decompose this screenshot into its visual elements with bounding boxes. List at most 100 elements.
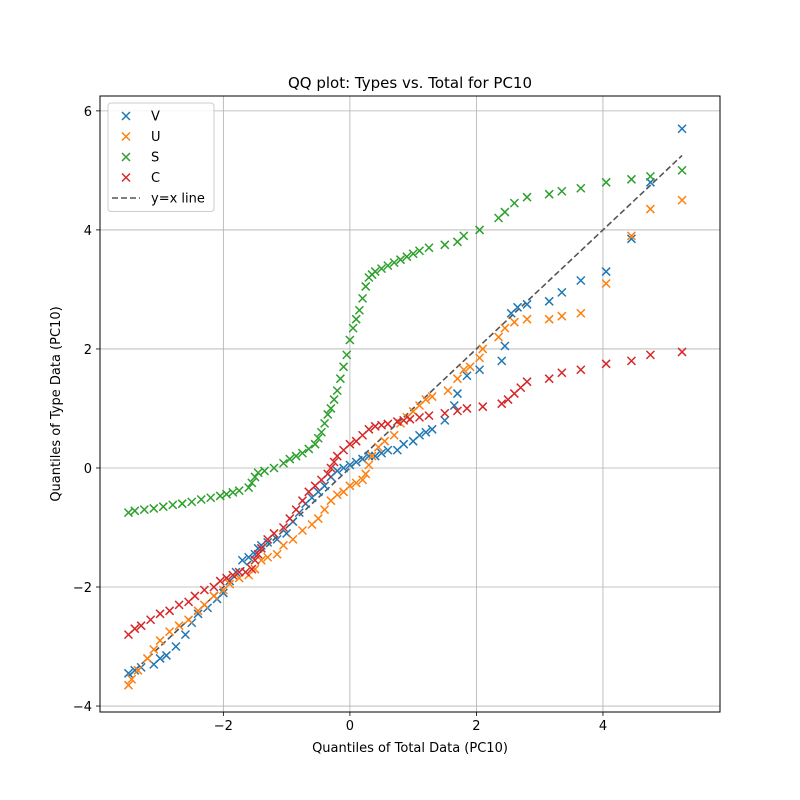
data-point-U bbox=[465, 362, 475, 372]
legend-box bbox=[107, 102, 215, 212]
data-point-C bbox=[544, 374, 554, 384]
data-point-S bbox=[222, 489, 232, 499]
data-point-V bbox=[123, 668, 133, 678]
data-point-V bbox=[497, 356, 507, 366]
data-point-S bbox=[323, 409, 333, 419]
data-point-S bbox=[269, 463, 279, 473]
legend-label-S: S bbox=[151, 151, 159, 166]
y-tick-label: −4 bbox=[73, 700, 92, 715]
data-point-S bbox=[259, 466, 270, 476]
y-tick-label: −2 bbox=[73, 581, 92, 596]
data-point-U bbox=[380, 436, 390, 446]
data-point-U bbox=[677, 195, 687, 205]
data-point-U bbox=[278, 540, 288, 550]
data-point-S bbox=[332, 386, 342, 396]
data-point-U bbox=[225, 579, 235, 589]
data-point-S bbox=[402, 252, 412, 262]
data-point-S bbox=[247, 478, 257, 488]
series-C bbox=[123, 347, 687, 640]
data-point-U bbox=[209, 591, 219, 601]
data-point-S bbox=[383, 261, 393, 271]
data-point-V bbox=[193, 609, 203, 619]
data-point-S bbox=[177, 499, 187, 509]
x-tick-label: 4 bbox=[599, 719, 607, 734]
data-point-V bbox=[332, 466, 342, 476]
data-point-S bbox=[348, 323, 358, 333]
data-point-U bbox=[184, 615, 194, 625]
data-point-U bbox=[452, 374, 462, 384]
data-point-U bbox=[345, 481, 355, 491]
data-point-C bbox=[557, 368, 567, 378]
data-point-U bbox=[133, 665, 143, 675]
data-point-S bbox=[557, 186, 567, 196]
data-point-S bbox=[320, 418, 330, 428]
data-point-C bbox=[285, 514, 295, 524]
data-point-C bbox=[240, 567, 251, 577]
data-point-S bbox=[345, 335, 355, 345]
data-point-C bbox=[165, 606, 175, 616]
data-point-V bbox=[440, 415, 450, 425]
data-point-V bbox=[345, 460, 355, 470]
legend-marker-V bbox=[121, 111, 131, 121]
data-point-S bbox=[339, 362, 349, 372]
data-point-U bbox=[576, 308, 586, 318]
legend-label-V: V bbox=[151, 110, 160, 125]
data-point-S bbox=[459, 231, 469, 241]
data-points bbox=[123, 124, 687, 690]
data-point-S bbox=[291, 451, 301, 461]
data-point-V bbox=[500, 341, 510, 351]
data-point-C bbox=[215, 576, 225, 586]
data-point-C bbox=[601, 359, 611, 369]
data-point-S bbox=[253, 468, 263, 478]
data-point-V bbox=[475, 365, 485, 375]
data-point-V bbox=[130, 665, 140, 675]
data-point-S bbox=[329, 395, 339, 405]
data-point-S bbox=[645, 171, 655, 181]
axis-ticks: −2 0 2 4 −4 −2 0 2 4 6 bbox=[73, 105, 607, 734]
data-point-S bbox=[326, 403, 336, 413]
data-point-S bbox=[130, 506, 140, 516]
data-point-S bbox=[316, 427, 326, 437]
data-point-V bbox=[626, 234, 636, 244]
data-point-C bbox=[522, 377, 532, 387]
x-tick-label: 2 bbox=[472, 719, 480, 734]
data-point-V bbox=[677, 124, 687, 134]
data-point-V bbox=[513, 302, 523, 312]
data-point-S bbox=[335, 374, 345, 384]
data-point-S bbox=[440, 240, 450, 250]
data-point-C bbox=[247, 564, 257, 574]
data-point-C bbox=[414, 412, 425, 422]
data-point-C bbox=[677, 347, 687, 357]
data-point-S bbox=[677, 165, 687, 175]
data-point-U bbox=[155, 636, 165, 646]
data-point-C bbox=[155, 609, 165, 619]
data-point-V bbox=[161, 650, 171, 660]
data-point-S bbox=[395, 255, 406, 265]
data-point-S bbox=[522, 192, 532, 202]
data-point-S bbox=[278, 458, 288, 468]
data-point-V bbox=[237, 555, 247, 565]
data-point-S bbox=[408, 249, 418, 259]
data-point-S bbox=[285, 454, 295, 464]
data-point-S bbox=[244, 483, 254, 493]
data-point-V bbox=[421, 427, 431, 437]
data-point-U bbox=[358, 475, 368, 485]
data-point-U bbox=[443, 386, 453, 396]
grid bbox=[100, 96, 720, 712]
legend-marker-C bbox=[121, 172, 131, 183]
data-point-S bbox=[228, 487, 238, 497]
data-point-U bbox=[459, 365, 469, 375]
data-point-V bbox=[320, 481, 330, 491]
data-point-U bbox=[389, 430, 399, 440]
data-point-C bbox=[291, 505, 301, 515]
data-point-U bbox=[478, 344, 488, 354]
data-point-C bbox=[383, 419, 393, 429]
data-point-U bbox=[645, 204, 655, 214]
series-U bbox=[123, 195, 687, 690]
data-point-V bbox=[339, 463, 349, 473]
y-tick-label: 2 bbox=[84, 343, 92, 358]
data-point-V bbox=[544, 296, 554, 306]
data-point-U bbox=[367, 451, 377, 461]
data-point-U bbox=[351, 478, 361, 488]
